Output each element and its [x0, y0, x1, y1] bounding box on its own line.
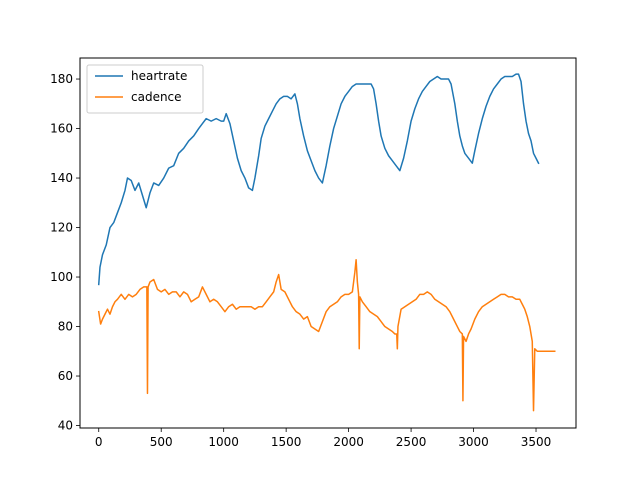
x-tick-label: 2500: [396, 435, 427, 449]
y-axis: 40 60 80 100 120 140 160 180: [50, 72, 80, 433]
legend-label-heartrate: heartrate: [131, 69, 187, 83]
y-tick-label: 100: [50, 270, 73, 284]
y-tick-label: 160: [50, 122, 73, 136]
y-tick-label: 140: [50, 171, 73, 185]
x-tick-label: 1500: [271, 435, 302, 449]
y-tick-label: 40: [58, 419, 73, 433]
series-line-heartrate: [97, 73, 540, 286]
x-tick-label: 3500: [521, 435, 552, 449]
y-tick-label: 180: [50, 72, 73, 86]
x-tick-label: 1000: [208, 435, 239, 449]
y-tick-label: 120: [50, 221, 73, 235]
plot-area-frame: [79, 57, 577, 429]
x-axis: 0 500 1000 1500 2000 2500 3000 3500: [95, 428, 551, 449]
series-line-cadence: [97, 258, 556, 412]
legend: heartrate cadence: [86, 64, 204, 114]
series-layer: [97, 73, 556, 412]
x-tick-label: 2000: [333, 435, 364, 449]
x-tick-label: 3000: [458, 435, 489, 449]
y-tick-label: 60: [58, 369, 73, 383]
legend-label-cadence: cadence: [131, 90, 182, 104]
y-tick-label: 80: [58, 320, 73, 334]
x-tick-label: 500: [150, 435, 173, 449]
legend-box: [86, 64, 204, 114]
x-tick-label: 0: [95, 435, 103, 449]
